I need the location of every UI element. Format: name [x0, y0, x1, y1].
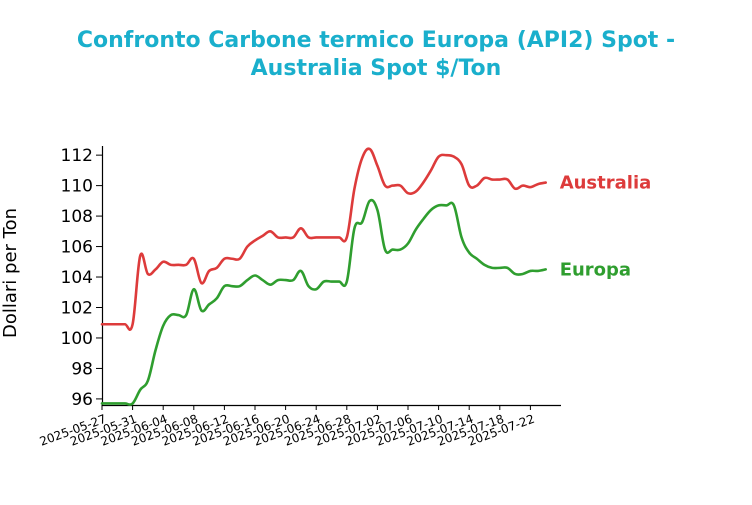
- y-tick-label: 108: [61, 207, 93, 227]
- series-layer: Australia Europa: [100, 147, 652, 406]
- y-tick-label: 96: [71, 390, 93, 410]
- y-tick-label: 102: [61, 298, 93, 318]
- x-axis-ticks: 2025-05-272025-05-312025-06-042025-06-08…: [38, 405, 536, 449]
- y-tick-label: 104: [61, 268, 93, 288]
- y-tick-label: 100: [61, 329, 93, 349]
- series-label-europa: Europa: [560, 259, 631, 280]
- series-label-australia: Australia: [560, 173, 652, 194]
- y-axis-ticks: 96 98 100 102 104 106 108 110 112: [61, 146, 102, 410]
- series-line-australia: [100, 147, 547, 331]
- y-axis-title: Dollari per Ton: [0, 208, 21, 338]
- y-tick-label: 112: [61, 146, 93, 166]
- y-tick-label: 106: [61, 238, 93, 258]
- chart-title-line-1: Confronto Carbone termico Europa (API2) …: [77, 28, 675, 53]
- chart-title-line-2: Australia Spot $/Ton: [251, 56, 502, 81]
- y-tick-label: 98: [71, 359, 93, 379]
- series-line-europa: [100, 198, 547, 406]
- y-tick-label: 110: [61, 177, 93, 197]
